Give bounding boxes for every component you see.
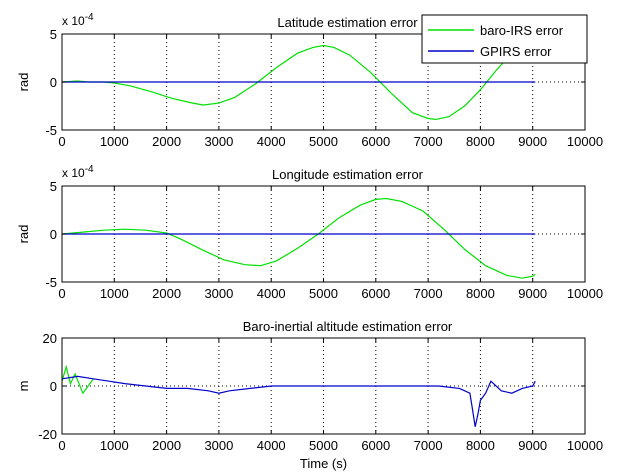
subplot-title: Longitude estimation error (272, 167, 424, 182)
y-exponent-power: -4 (85, 164, 94, 175)
y-axis-label: m (16, 381, 31, 392)
subplot-3: 0 1000 2000 3000 4000 5000 6000 7000 8000 9000 100… (16, 319, 603, 471)
x-tick-label: 7000 (414, 134, 443, 149)
x-tick-label: 9000 (518, 286, 547, 301)
legend-box (421, 14, 588, 64)
x-tick-label: 0 (58, 134, 65, 149)
series-line-baro-irs-error (61, 364, 94, 395)
x-tick-label: 3000 (204, 134, 233, 149)
subplot-1: 0 1000 2000 3000 4000 5000 6000 7000 8000 9000 100… (16, 12, 603, 149)
y-tick-label: 20 (43, 331, 57, 346)
x-tick-label: 7000 (414, 438, 443, 453)
x-tick-label: 10000 (567, 438, 603, 453)
legend-label: baro-IRS error (480, 23, 564, 38)
x-tick-label: 9000 (518, 438, 547, 453)
y-tick-label: -5 (45, 123, 57, 138)
subplot-title: Baro-inertial altitude estimation error (243, 319, 453, 334)
y-axis-label: rad (16, 225, 31, 244)
x-tick-label: 4000 (257, 286, 286, 301)
x-tick-label: 1000 (100, 134, 129, 149)
y-tick-label: 0 (50, 75, 57, 90)
x-axis-label: Time (s) (300, 456, 347, 471)
x-tick-label: 1000 (100, 286, 129, 301)
y-tick-label: 5 (50, 27, 57, 42)
y-axis-label: rad (16, 73, 31, 92)
x-tick-label: 10000 (567, 134, 603, 149)
x-tick-label: 10000 (567, 286, 603, 301)
series-line-baro-irs-error (61, 38, 536, 121)
y-exponent-power: -4 (85, 12, 94, 23)
x-tick-label: 9000 (518, 134, 547, 149)
x-tick-label: 8000 (466, 134, 495, 149)
x-tick-label: 4000 (257, 438, 286, 453)
x-tick-label: 8000 (466, 286, 495, 301)
x-tick-label: 1000 (100, 438, 129, 453)
x-tick-label: 5000 (309, 438, 338, 453)
x-tick-label: 8000 (466, 438, 495, 453)
y-tick-label: 0 (50, 227, 57, 242)
y-tick-label: 0 (50, 379, 57, 394)
subplot-title: Latitude estimation error (277, 15, 418, 30)
x-tick-label: 0 (58, 438, 65, 453)
subplot-2: 0 1000 2000 3000 4000 5000 6000 7000 8000 9000 100… (16, 164, 603, 301)
series-line-gpirs-error (61, 375, 536, 427)
legend: baro-IRS error GPIRS error (421, 14, 588, 64)
y-tick-label: 5 (50, 179, 57, 194)
x-tick-label: 2000 (152, 286, 181, 301)
x-tick-label: 3000 (204, 286, 233, 301)
x-tick-label: 7000 (414, 286, 443, 301)
y-tick-label: -5 (45, 275, 57, 290)
x-tick-label: 2000 (152, 438, 181, 453)
x-tick-label: 0 (58, 286, 65, 301)
x-tick-label: 4000 (257, 134, 286, 149)
legend-label: GPIRS error (480, 44, 552, 59)
x-tick-label: 6000 (361, 438, 390, 453)
y-tick-label: -20 (38, 427, 57, 442)
x-tick-label: 2000 (152, 134, 181, 149)
x-tick-label: 5000 (309, 134, 338, 149)
x-tick-label: 3000 (204, 438, 233, 453)
x-tick-label: 5000 (309, 286, 338, 301)
x-tick-label: 6000 (361, 286, 390, 301)
x-tick-label: 6000 (361, 134, 390, 149)
